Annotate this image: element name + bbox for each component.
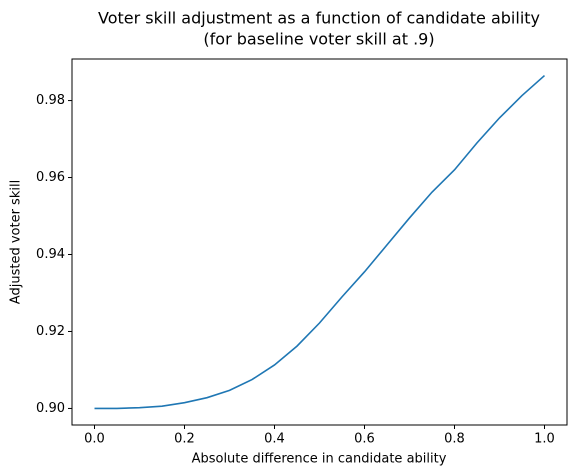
y-tick-label: 0.90 — [36, 401, 65, 416]
y-axis-label: Adjusted voter skill — [9, 180, 24, 304]
x-axis-label: Absolute difference in candidate ability — [192, 452, 447, 467]
chart-title: Voter skill adjustment as a function of … — [98, 9, 540, 28]
y-tick-label: 0.92 — [36, 324, 65, 339]
axes-frame — [71, 58, 568, 426]
x-tick-label: 1.0 — [534, 432, 555, 447]
x-tick-label: 0.0 — [84, 432, 105, 447]
y-tick-label: 0.96 — [36, 170, 65, 185]
data-line — [94, 74, 546, 410]
x-tick-label: 0.8 — [444, 432, 465, 447]
x-tick-label: 0.4 — [264, 432, 285, 447]
y-tick-label: 0.94 — [36, 247, 65, 262]
y-tick-label: 0.98 — [36, 93, 65, 108]
x-tick-label: 0.2 — [174, 432, 195, 447]
chart-subtitle: (for baseline voter skill at .9) — [203, 30, 434, 49]
x-tick-label: 0.6 — [354, 432, 375, 447]
